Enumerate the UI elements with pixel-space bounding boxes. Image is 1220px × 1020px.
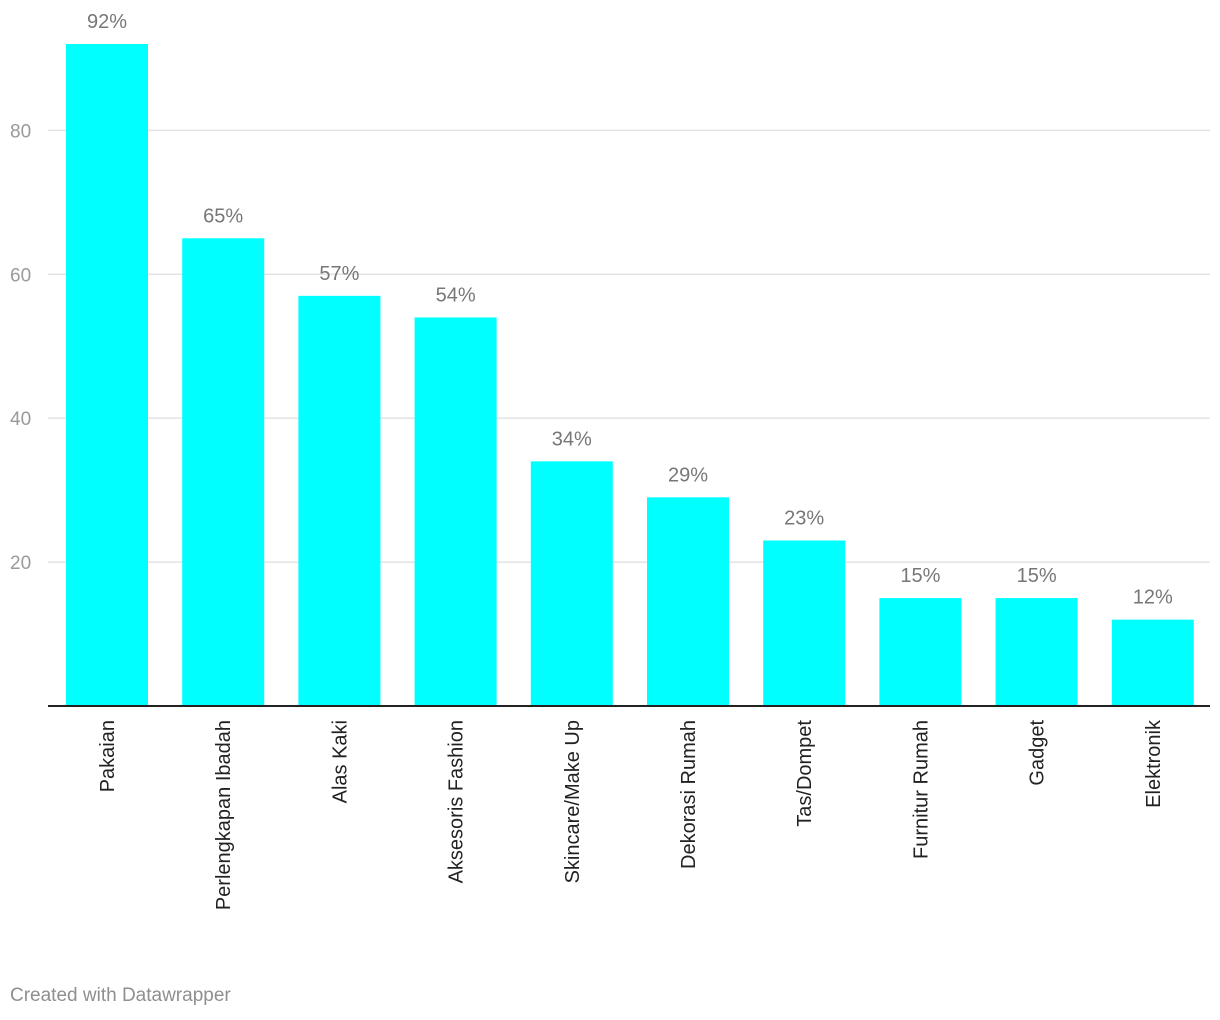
- value-label: 34%: [552, 428, 592, 450]
- bar-4: [530, 461, 613, 706]
- y-tick-label: 20: [10, 553, 31, 574]
- category-label: Tas/Dompet: [794, 720, 816, 827]
- value-label: 54%: [436, 284, 476, 306]
- value-label: 23%: [784, 508, 824, 530]
- category-label: Alas Kaki: [329, 720, 351, 803]
- category-label: Perlengkapan Ibadah: [213, 720, 235, 910]
- y-tick-label: 60: [10, 265, 31, 286]
- category-label: Dekorasi Rumah: [678, 720, 700, 869]
- bar-9: [1111, 619, 1194, 706]
- value-label: 15%: [1017, 565, 1057, 587]
- bar-6: [763, 540, 846, 706]
- category-label: Furnitur Rumah: [910, 720, 932, 859]
- bar-0: [66, 44, 148, 706]
- value-label: 29%: [668, 464, 708, 486]
- value-label: 92%: [87, 11, 127, 33]
- footer-credit: Created with Datawrapper: [10, 985, 231, 1006]
- bar-1: [182, 238, 265, 707]
- value-label: 12%: [1133, 587, 1173, 609]
- category-label: Skincare/Make Up: [562, 720, 584, 883]
- labels: 20 40 60 80 92% Pakaian 65% Perlengkapan Ibadah…: [10, 11, 1173, 910]
- bar-7: [879, 598, 962, 706]
- bar-2: [298, 295, 381, 706]
- bar-5: [647, 497, 729, 706]
- category-label: Gadget: [1027, 720, 1049, 786]
- value-label: 57%: [319, 263, 359, 285]
- category-label: Aksesoris Fashion: [446, 720, 468, 883]
- bars: [66, 44, 1194, 707]
- value-label: 15%: [900, 565, 940, 587]
- y-tick-label: 40: [10, 409, 31, 430]
- bar-3: [414, 317, 497, 706]
- y-tick-label: 80: [10, 121, 31, 142]
- category-label: Elektronik: [1143, 719, 1165, 808]
- bar-8: [995, 598, 1078, 706]
- category-label: Pakaian: [97, 720, 119, 792]
- value-label: 65%: [203, 205, 243, 227]
